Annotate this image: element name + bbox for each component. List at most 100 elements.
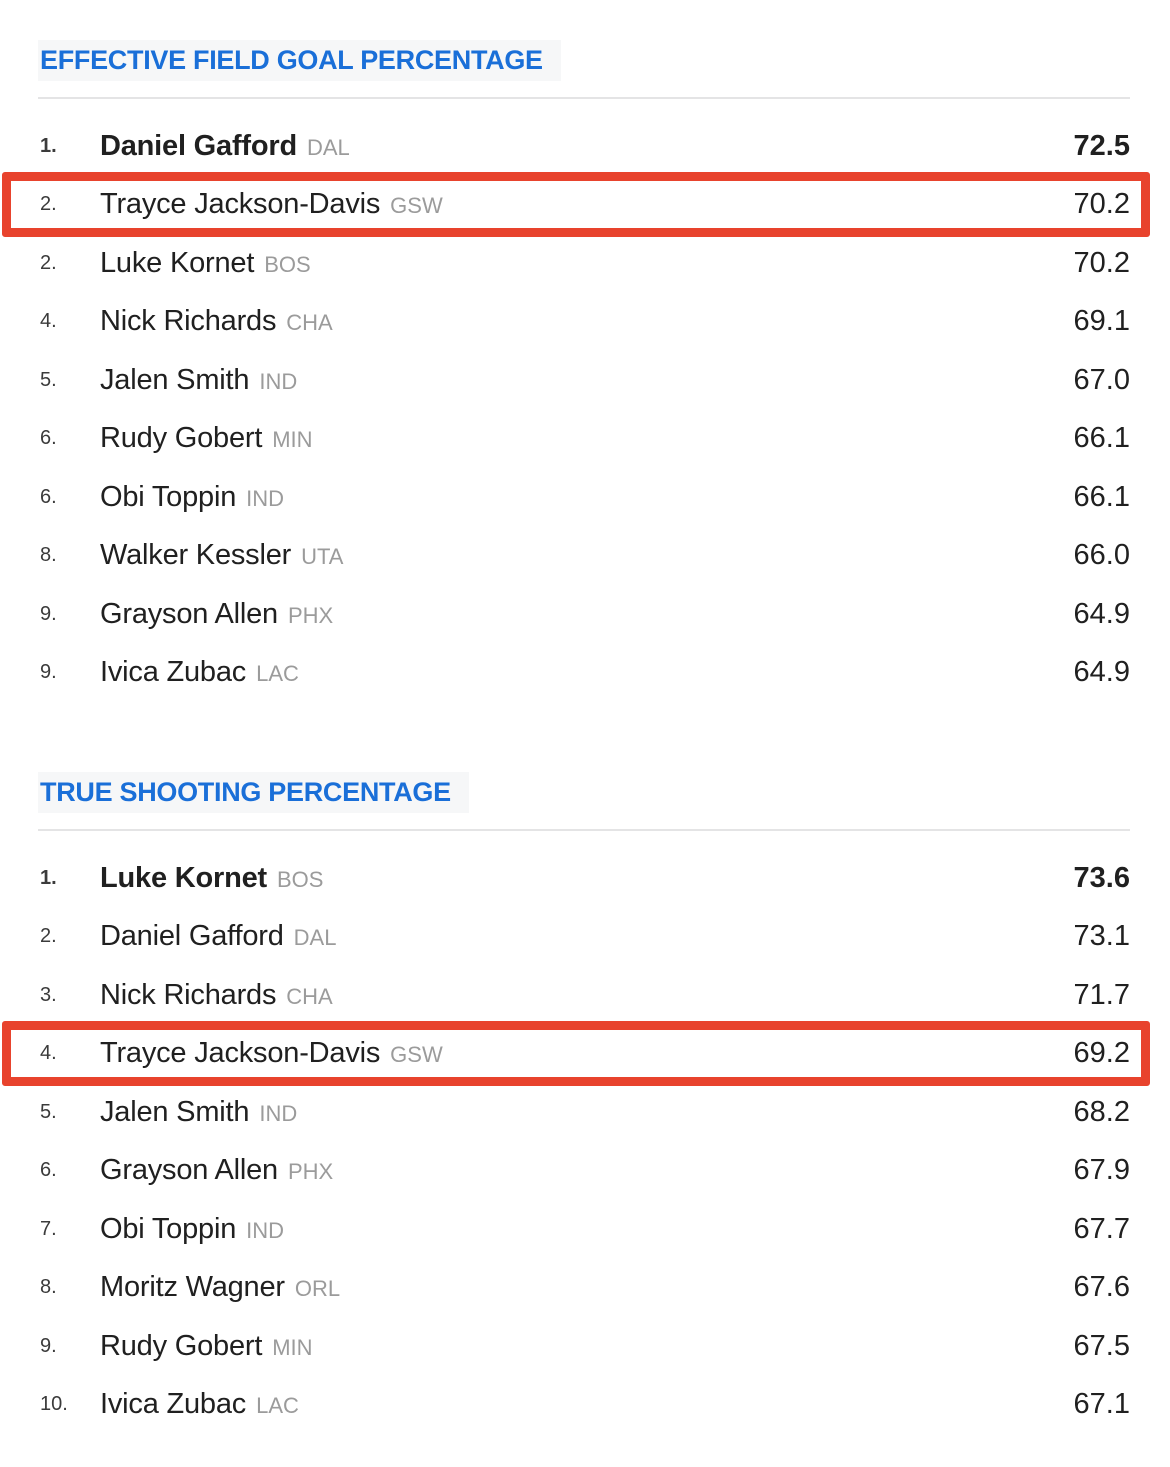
stat-value: 71.7 xyxy=(1073,978,1130,1011)
team-abbreviation: BOS xyxy=(264,251,311,277)
row-rank: 8. xyxy=(40,544,57,567)
leaderboard-row[interactable]: 5. Jalen Smith IND 67.0 xyxy=(38,351,1130,410)
stat-value: 64.9 xyxy=(1073,656,1130,689)
stat-value: 67.5 xyxy=(1073,1329,1130,1362)
leaderboard-row[interactable]: 1. Daniel Gafford DAL 72.5 xyxy=(38,117,1130,176)
leaderboard-row[interactable]: 4. Trayce Jackson-Davis GSW 69.2 xyxy=(2,1020,1150,1086)
stat-value: 67.9 xyxy=(1073,1154,1130,1187)
leaderboard-row[interactable]: 9. Rudy Gobert MIN 67.5 xyxy=(38,1317,1130,1376)
stat-value: 72.5 xyxy=(1073,129,1130,162)
player-name: Ivica Zubac xyxy=(100,656,247,689)
row-rank: 2. xyxy=(40,251,57,274)
team-abbreviation: PHX xyxy=(287,602,334,628)
player-name: Luke Kornet xyxy=(100,861,267,894)
row-rank: 2. xyxy=(40,925,57,948)
effective-field-goal-percentage-section: EFFECTIVE FIELD GOAL PERCENTAGE 1. Danie… xyxy=(0,40,1170,702)
row-rank: 7. xyxy=(40,1217,57,1240)
stat-value: 67.0 xyxy=(1073,363,1130,396)
row-rank: 6. xyxy=(40,427,57,450)
team-abbreviation: IND xyxy=(259,368,298,394)
player-name-group: Trayce Jackson-Davis GSW xyxy=(100,188,443,221)
stat-value: 67.7 xyxy=(1073,1212,1130,1245)
player-name-group: Ivica Zubac LAC xyxy=(100,1388,299,1421)
player-name-group: Luke Kornet BOS xyxy=(100,247,311,280)
stat-value: 67.1 xyxy=(1073,1388,1130,1421)
leaderboard-row[interactable]: 5. Jalen Smith IND 68.2 xyxy=(38,1083,1130,1142)
row-rank: 1. xyxy=(40,134,57,157)
stat-value: 66.1 xyxy=(1073,480,1130,513)
row-rank: 6. xyxy=(40,485,57,508)
player-name-group: Luke Kornet BOS xyxy=(100,862,323,895)
stat-value: 67.6 xyxy=(1073,1271,1130,1304)
leaderboard-row[interactable]: 3. Nick Richards CHA 71.7 xyxy=(38,966,1130,1025)
leaderboard-row[interactable]: 2. Trayce Jackson-Davis GSW 70.2 xyxy=(2,171,1150,237)
stat-value: 66.1 xyxy=(1073,422,1130,455)
player-name-group: Nick Richards CHA xyxy=(100,305,333,338)
team-abbreviation: MIN xyxy=(272,427,313,453)
section-title-link[interactable]: TRUE SHOOTING PERCENTAGE xyxy=(38,772,469,813)
leaderboard-row[interactable]: 9. Grayson Allen PHX 64.9 xyxy=(38,585,1130,644)
stat-value: 73.6 xyxy=(1073,861,1130,894)
team-abbreviation: DAL xyxy=(307,134,350,160)
leaderboard-row[interactable]: 8. Moritz Wagner ORL 67.6 xyxy=(38,1259,1130,1318)
team-abbreviation: GSW xyxy=(390,1042,443,1068)
leaderboard-row[interactable]: 6. Grayson Allen PHX 67.9 xyxy=(38,1142,1130,1201)
stat-value: 68.2 xyxy=(1073,1095,1130,1128)
player-name: Luke Kornet xyxy=(100,246,255,279)
player-name: Nick Richards xyxy=(100,978,277,1011)
leaderboard-row[interactable]: 10. Ivica Zubac LAC 67.1 xyxy=(38,1376,1130,1435)
leaderboard-row[interactable]: 2. Luke Kornet BOS 70.2 xyxy=(38,234,1130,293)
leaderboard-row[interactable]: 6. Obi Toppin IND 66.1 xyxy=(38,468,1130,527)
row-rank: 6. xyxy=(40,1159,57,1182)
team-abbreviation: GSW xyxy=(390,193,443,219)
row-rank: 4. xyxy=(40,310,57,333)
team-abbreviation: MIN xyxy=(272,1334,313,1360)
leaderboard-row[interactable]: 7. Obi Toppin IND 67.7 xyxy=(38,1200,1130,1259)
stat-value: 69.1 xyxy=(1073,305,1130,338)
player-name-group: Ivica Zubac LAC xyxy=(100,656,299,689)
row-rank: 9. xyxy=(40,602,57,625)
stat-value: 70.2 xyxy=(1073,246,1130,279)
player-name: Moritz Wagner xyxy=(100,1271,285,1304)
leaderboard-row[interactable]: 2. Daniel Gafford DAL 73.1 xyxy=(38,908,1130,967)
row-rank: 3. xyxy=(40,983,57,1006)
player-name: Rudy Gobert xyxy=(100,1329,263,1362)
player-name: Ivica Zubac xyxy=(100,1388,247,1421)
player-name-group: Jalen Smith IND xyxy=(100,364,297,397)
leaderboard-row[interactable]: 1. Luke Kornet BOS 73.6 xyxy=(38,849,1130,908)
player-name-group: Daniel Gafford DAL xyxy=(100,130,350,163)
row-rank: 9. xyxy=(40,1334,57,1357)
stat-value: 70.2 xyxy=(1073,188,1130,221)
leaderboard-row[interactable]: 9. Ivica Zubac LAC 64.9 xyxy=(38,644,1130,703)
team-abbreviation: PHX xyxy=(287,1159,334,1185)
leaderboard-row[interactable]: 6. Rudy Gobert MIN 66.1 xyxy=(38,410,1130,469)
player-name: Trayce Jackson-Davis xyxy=(100,188,381,221)
player-name: Jalen Smith xyxy=(100,363,250,396)
player-name: Daniel Gafford xyxy=(100,129,297,162)
player-name-group: Grayson Allen PHX xyxy=(100,1154,333,1187)
team-abbreviation: LAC xyxy=(256,661,299,687)
leaderboard-rows: 1. Daniel Gafford DAL 72.5 2. Trayce Jac… xyxy=(2,117,1150,703)
player-name-group: Walker Kessler UTA xyxy=(100,539,343,572)
player-name: Nick Richards xyxy=(100,305,277,338)
team-abbreviation: CHA xyxy=(286,983,333,1009)
leaderboard-rows: 1. Luke Kornet BOS 73.6 2. Daniel Gaffor… xyxy=(2,849,1150,1435)
row-rank: 10. xyxy=(40,1393,68,1416)
leaderboard-row[interactable]: 8. Walker Kessler UTA 66.0 xyxy=(38,527,1130,586)
player-name-group: Obi Toppin IND xyxy=(100,1213,284,1246)
team-abbreviation: BOS xyxy=(277,866,324,892)
row-rank: 4. xyxy=(40,1042,57,1065)
section-divider xyxy=(38,829,1130,831)
section-title-link[interactable]: EFFECTIVE FIELD GOAL PERCENTAGE xyxy=(38,40,561,81)
team-abbreviation: IND xyxy=(246,485,285,511)
true-shooting-percentage-section: TRUE SHOOTING PERCENTAGE 1. Luke Kornet … xyxy=(0,772,1170,1434)
player-name: Jalen Smith xyxy=(100,1095,250,1128)
player-name-group: Rudy Gobert MIN xyxy=(100,422,313,455)
row-rank: 8. xyxy=(40,1276,57,1299)
leaderboard-row[interactable]: 4. Nick Richards CHA 69.1 xyxy=(38,293,1130,352)
player-name-group: Nick Richards CHA xyxy=(100,979,333,1012)
stat-value: 64.9 xyxy=(1073,597,1130,630)
player-name: Daniel Gafford xyxy=(100,920,284,953)
team-abbreviation: UTA xyxy=(301,544,344,570)
team-abbreviation: IND xyxy=(259,1100,298,1126)
